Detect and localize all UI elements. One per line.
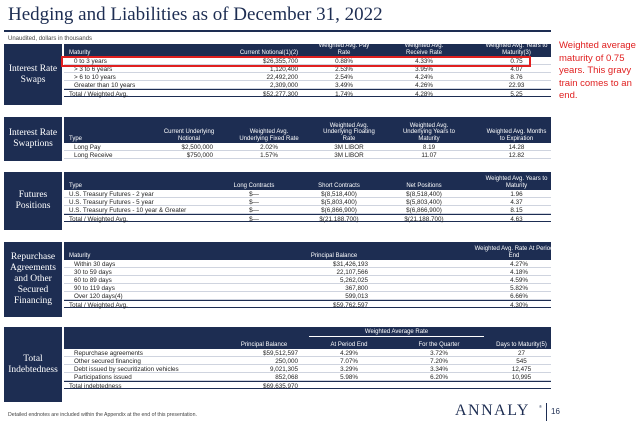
table-row: > 6 to 10 years 22,492,200 2.54% 4.24% 8.76 [64, 73, 551, 81]
page-number: 16 [551, 407, 560, 416]
total-row: Total / Weighted Avg. $59,762,597 4.30% [64, 300, 551, 309]
swaptions-header: Type Current Underlying Notional Weighte… [64, 117, 551, 143]
repo-section: Repurchase Agreements and Other Secured … [4, 242, 553, 317]
page-subtitle: Unaudited, dollars in thousands [8, 36, 93, 42]
footer-note: Detailed endnotes are included within th… [8, 412, 197, 418]
highlight-box [61, 56, 531, 67]
repo-header: Maturity Principal Balance Weighted Avg.… [64, 242, 553, 260]
swaps-col-pay-rate: Weighted Avg. Pay Rate [318, 43, 370, 56]
swaptions-label: Interest Rate Swaptions [4, 117, 62, 161]
page-divider [546, 403, 547, 421]
indebtedness-section: Total Indebtedness Weighted Average Rate… [4, 327, 551, 402]
table-row: Long Receive $750,000 1.57% 3M LIBOR 11.07 12… [64, 151, 551, 159]
table-row: Other secured financing 250,000 7.07% 7.20%… [64, 357, 551, 365]
swaps-rows: 0 to 3 years $26,355,700 0.88% 4.33% 0.75 > … [64, 57, 551, 98]
page-title: Hedging and Liabilities as of December 3… [8, 4, 383, 25]
swaptions-table: Type Current Underlying Notional Weighte… [64, 117, 551, 159]
table-row: Participations issued 852,068 5.98% 6.20% 10… [64, 373, 551, 381]
swaps-col-notional: Current Notional(1)(2) [239, 49, 299, 56]
table-row: Over 120 days(4) 599,013 6.66% [64, 292, 551, 300]
swaps-col-years: Weighted Avg. Years to Maturity(3) [485, 43, 548, 56]
total-row: Total indebtedness $69,635,970 [64, 381, 551, 390]
annotation-text: Weighted average maturity of 0.75 years.… [559, 40, 636, 101]
table-row: Repurchase agreements $59,512,597 4.29% 3.7… [64, 349, 551, 357]
company-logo: ANNALY [455, 402, 530, 419]
table-row: 60 to 89 days 5,262,025 4.59% [64, 276, 551, 284]
title-rule [4, 30, 551, 32]
swaps-col-receive-rate: Weighted Avg. Receive Rate [404, 43, 444, 56]
futures-section: Futures Positions Type Long Contracts Sh… [4, 172, 551, 230]
futures-label: Futures Positions [4, 172, 62, 230]
indebtedness-header: Weighted Average Rate Principal Balance … [64, 327, 551, 349]
table-row: 30 to 59 days 22,107,566 4.18% [64, 268, 551, 276]
table-row: 90 to 119 days 367,800 5.82% [64, 284, 551, 292]
indebtedness-table: Weighted Average Rate Principal Balance … [64, 327, 551, 390]
total-row: Total / Weighted Avg. $52,277,300 1.74% 4.2… [64, 89, 551, 98]
table-row: Within 30 days $31,426,193 4.27% [64, 260, 551, 268]
futures-table: Type Long Contracts Short Contracts Net … [64, 172, 551, 223]
repo-label: Repurchase Agreements and Other Secured … [4, 242, 62, 317]
swaps-table: Maturity Current Notional(1)(2) Weighted… [64, 43, 551, 98]
table-row: Long Pay $2,500,000 2.02% 3M LIBOR 8.19 14.28 [64, 143, 551, 151]
logo-mark: ® [539, 404, 542, 409]
table-row: U.S. Treasury Futures - 2 year $— $(8,518,… [64, 190, 551, 198]
swaps-label: Interest Rate Swaps [4, 44, 62, 105]
swaps-header: Maturity Current Notional(1)(2) Weighted… [64, 43, 551, 57]
total-row: Total / Weighted Avg. $— $(21,188,700) $(21… [64, 214, 551, 223]
swaps-section: Interest Rate Swaps Maturity Current Not… [4, 43, 551, 105]
table-row: Debt issued by securitization vehicles 9,… [64, 365, 551, 373]
repo-table: Maturity Principal Balance Weighted Avg.… [64, 242, 553, 309]
table-row: U.S. Treasury Futures - 10 year & Greate… [64, 206, 551, 214]
swaps-col-maturity: Maturity [69, 49, 91, 56]
group-header: Weighted Average Rate [309, 329, 484, 337]
indebtedness-label: Total Indebtedness [4, 327, 62, 402]
table-row: U.S. Treasury Futures - 5 year $— $(5,803,… [64, 198, 551, 206]
swaptions-section: Interest Rate Swaptions Type Current Und… [4, 117, 551, 161]
table-row: 0 to 3 years $26,355,700 0.88% 4.33% 0.75 [64, 57, 551, 65]
table-row: Greater than 10 years 2,309,000 3.49% 4.26%… [64, 81, 551, 89]
futures-header: Type Long Contracts Short Contracts Net … [64, 172, 551, 190]
table-row: > 3 to 6 years 1,120,400 2.53% 3.95% 4.07 [64, 65, 551, 73]
